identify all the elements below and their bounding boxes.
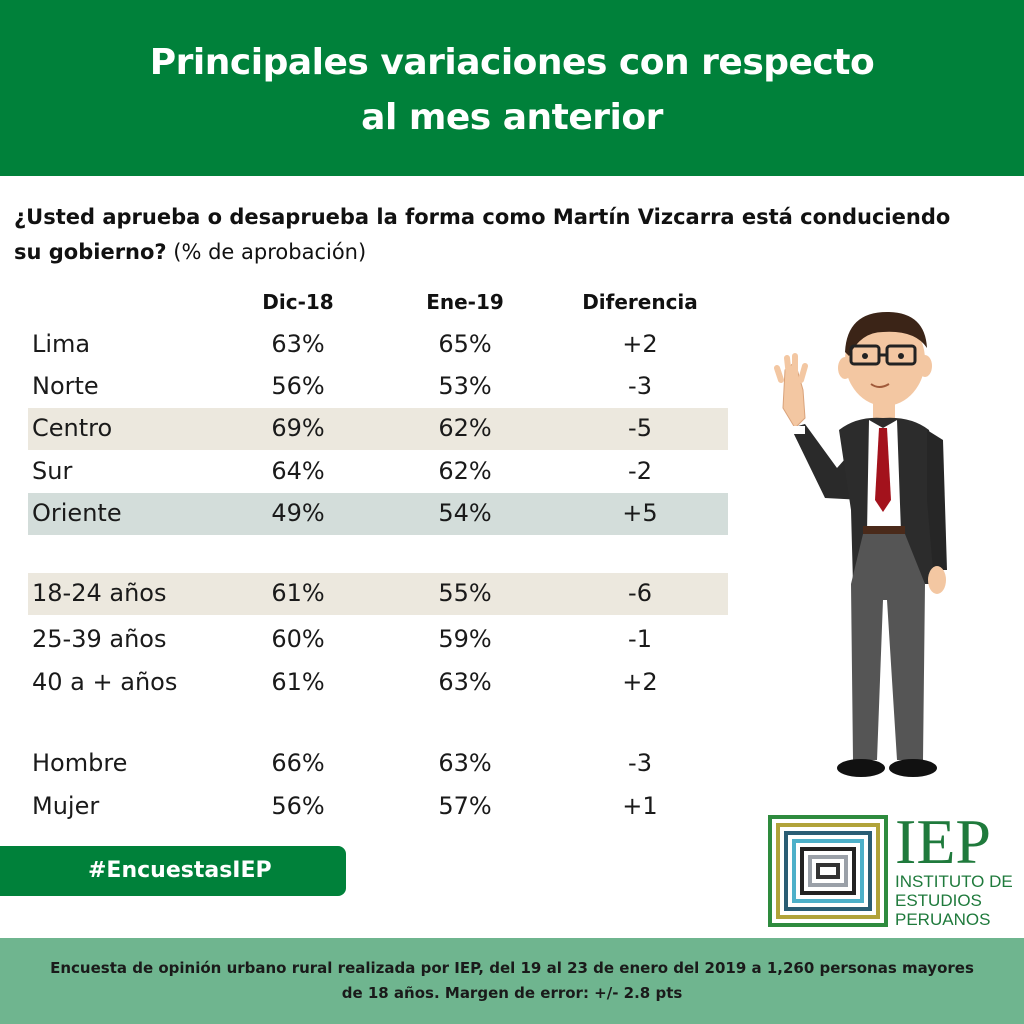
value-dic: 66% bbox=[271, 749, 325, 777]
value-diff: +5 bbox=[622, 499, 658, 527]
table-row: Mujer 56% 57% +1 bbox=[28, 786, 728, 828]
page-title-line2: al mes anterior bbox=[361, 97, 663, 138]
header-banner: Principales variaciones con respecto al … bbox=[0, 0, 1024, 176]
table-row: Centro 69% 62% -5 bbox=[28, 408, 728, 450]
value-ene: 57% bbox=[438, 792, 492, 820]
value-dic: 69% bbox=[271, 414, 325, 442]
value-ene: 54% bbox=[438, 499, 492, 527]
value-diff: +1 bbox=[622, 792, 658, 820]
value-dic: 64% bbox=[271, 457, 325, 485]
value-dic: 56% bbox=[271, 792, 325, 820]
row-label: Norte bbox=[32, 372, 99, 400]
question-suffix: (% de aprobación) bbox=[166, 240, 367, 264]
page-title-line1: Principales variaciones con respecto bbox=[149, 42, 875, 83]
survey-question: ¿Usted aprueba o desaprueba la forma com… bbox=[14, 200, 974, 270]
logo-line1: INSTITUTO DE bbox=[895, 872, 1013, 891]
value-diff: -2 bbox=[628, 457, 652, 485]
hashtag-banner: #EncuestasIEP bbox=[0, 846, 346, 896]
logo-line3: PERUANOS bbox=[895, 910, 991, 929]
value-diff: -1 bbox=[628, 625, 652, 653]
table-row: Hombre 66% 63% -3 bbox=[28, 743, 728, 785]
row-label: 18-24 años bbox=[32, 579, 167, 607]
footer-banner: Encuesta de opinión urbano rural realiza… bbox=[0, 938, 1024, 1024]
value-ene: 62% bbox=[438, 457, 492, 485]
table-row: 40 a + años 61% 63% +2 bbox=[28, 662, 728, 704]
iep-logo-mark bbox=[768, 815, 888, 927]
value-ene: 63% bbox=[438, 749, 492, 777]
logo-abbr: IEP bbox=[895, 806, 991, 877]
table-row: Oriente 49% 54% +5 bbox=[28, 493, 728, 535]
row-label: Oriente bbox=[32, 499, 122, 527]
table-row: Lima 63% 65% +2 bbox=[28, 324, 728, 366]
value-ene: 65% bbox=[438, 330, 492, 358]
table-row: Norte 56% 53% -3 bbox=[28, 366, 728, 408]
row-label: 40 a + años bbox=[32, 668, 178, 696]
hashtag-text: #EncuestasIEP bbox=[88, 858, 272, 883]
value-ene: 59% bbox=[438, 625, 492, 653]
value-dic: 63% bbox=[271, 330, 325, 358]
logo-line2: ESTUDIOS bbox=[895, 891, 982, 910]
table-row: 18-24 años 61% 55% -6 bbox=[28, 573, 728, 615]
survey-methodology-note: Encuesta de opinión urbano rural realiza… bbox=[50, 959, 974, 1002]
value-diff: +2 bbox=[622, 668, 658, 696]
value-diff: -3 bbox=[628, 749, 652, 777]
table-row: Sur 64% 62% -2 bbox=[28, 451, 728, 493]
value-dic: 56% bbox=[271, 372, 325, 400]
value-ene: 53% bbox=[438, 372, 492, 400]
iep-logo-text: IEP INSTITUTO DE ESTUDIOS PERUANOS bbox=[895, 806, 1013, 930]
row-label: Hombre bbox=[32, 749, 128, 777]
column-header-diferencia: Diferencia bbox=[582, 290, 698, 314]
value-ene: 62% bbox=[438, 414, 492, 442]
table-row: 25-39 años 60% 59% -1 bbox=[28, 619, 728, 661]
value-diff: -6 bbox=[628, 579, 652, 607]
column-header-dic18: Dic-18 bbox=[262, 290, 334, 314]
value-diff: +2 bbox=[622, 330, 658, 358]
value-dic: 61% bbox=[271, 668, 325, 696]
column-header-ene19: Ene-19 bbox=[426, 290, 504, 314]
value-ene: 55% bbox=[438, 579, 492, 607]
question-bold: ¿Usted aprueba o desaprueba la forma com… bbox=[14, 205, 951, 264]
row-label: 25-39 años bbox=[32, 625, 167, 653]
value-diff: -5 bbox=[628, 414, 652, 442]
row-label: Sur bbox=[32, 457, 73, 485]
row-label: Lima bbox=[32, 330, 91, 358]
man-waving-illustration bbox=[774, 312, 947, 777]
value-dic: 60% bbox=[271, 625, 325, 653]
row-label: Centro bbox=[32, 414, 113, 442]
value-diff: -3 bbox=[628, 372, 652, 400]
value-dic: 49% bbox=[271, 499, 325, 527]
value-dic: 61% bbox=[271, 579, 325, 607]
row-label: Mujer bbox=[32, 792, 100, 820]
value-ene: 63% bbox=[438, 668, 492, 696]
